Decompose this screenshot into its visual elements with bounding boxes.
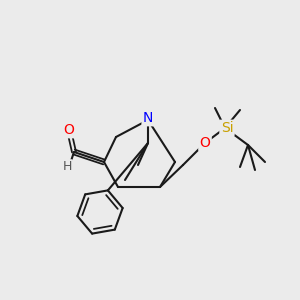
- Text: O: O: [64, 123, 74, 137]
- Text: N: N: [143, 111, 153, 125]
- Text: Si: Si: [221, 121, 233, 135]
- Text: O: O: [200, 136, 210, 150]
- Text: H: H: [62, 160, 72, 173]
